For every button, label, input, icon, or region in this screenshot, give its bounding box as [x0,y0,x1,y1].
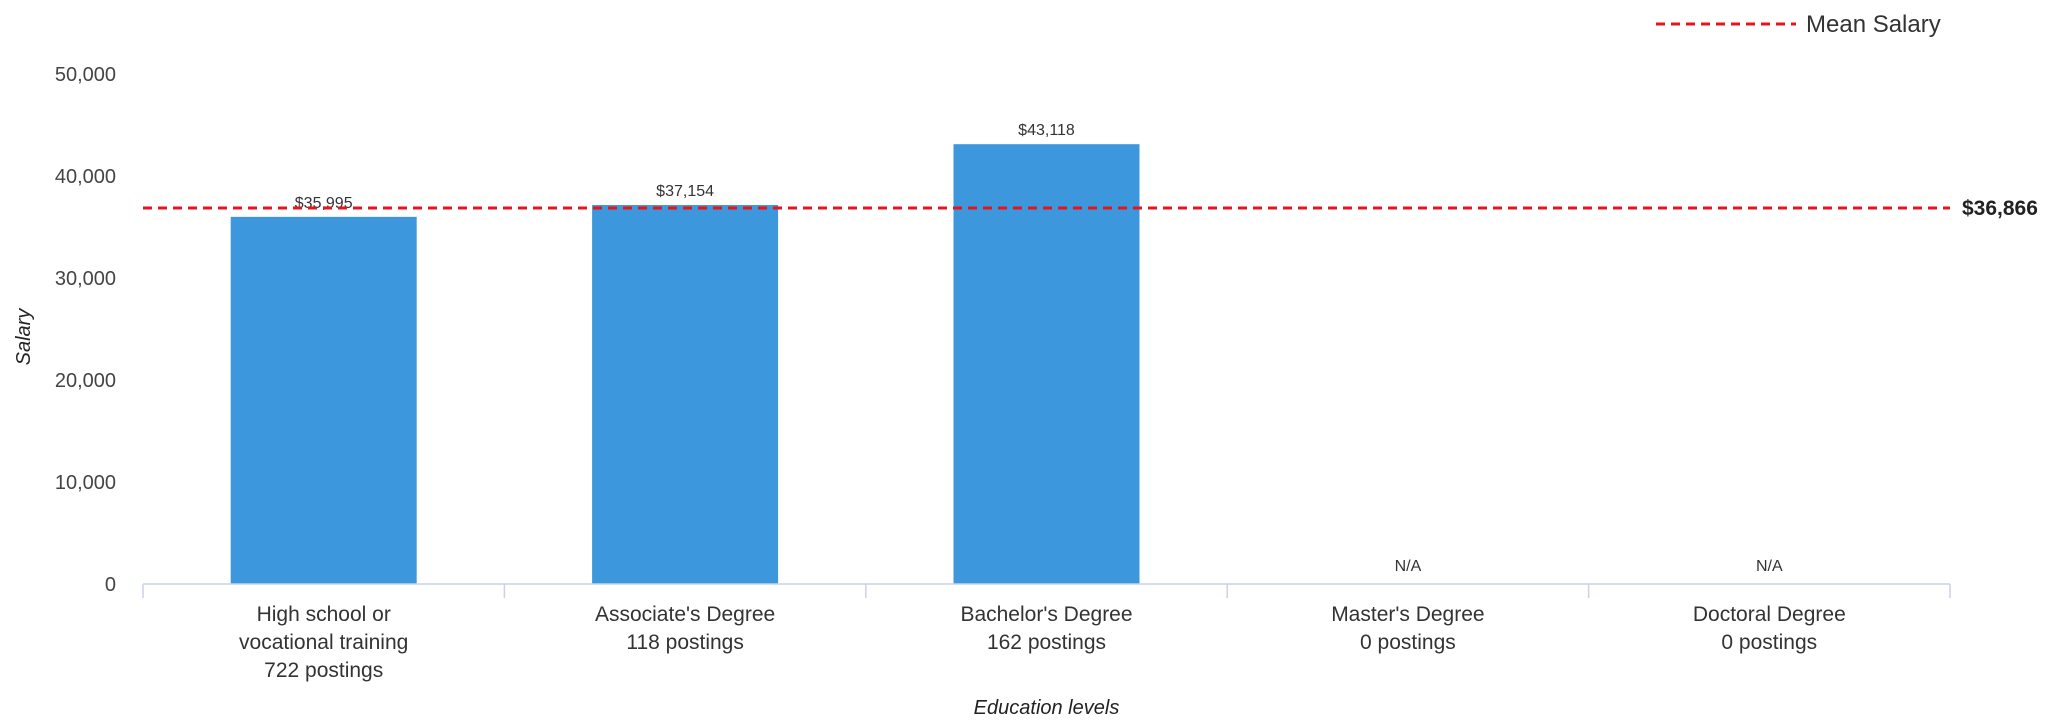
y-axis-ticks: 0 10,000 20,000 30,000 40,000 50,000 [55,64,116,596]
data-label: N/A [1395,558,1422,575]
legend-label-mean-salary: Mean Salary [1806,11,1941,38]
bar [230,216,417,584]
y-tick-label: 20,000 [55,370,116,392]
data-label: $37,154 [656,183,714,200]
x-category-label: vocational training [239,631,408,654]
data-label: N/A [1756,558,1783,575]
data-label: $43,118 [1018,122,1075,139]
y-tick-label: 40,000 [55,166,116,188]
x-category-label: 0 postings [1360,631,1456,654]
x-category-label: Bachelor's Degree [960,603,1132,626]
x-axis: High school or vocational training 722 pos… [142,583,1951,682]
x-axis-title: Education levels [974,697,1120,719]
x-category-label: 0 postings [1721,631,1817,654]
y-tick-label: 0 [105,574,116,596]
y-tick-label: 50,000 [55,64,116,86]
bar [592,205,779,584]
x-category-label: Doctoral Degree [1693,603,1846,626]
x-category-label: 162 postings [987,631,1106,654]
mean-salary-label: $36,866 [1962,197,2038,220]
x-category-label: Associate's Degree [595,603,775,626]
y-tick-label: 10,000 [55,472,116,494]
x-category-label: 118 postings [626,631,744,654]
y-tick-label: 30,000 [55,268,116,290]
x-category-label: Master's Degree [1331,603,1484,626]
y-axis-title: Salary [13,308,35,366]
bar [953,144,1140,584]
bars [230,144,1140,584]
legend: Mean Salary [1656,11,1941,38]
x-category-label: High school or [257,603,391,626]
mean-salary-group: $36,866 [143,197,2038,220]
x-category-label: 722 postings [264,659,383,682]
